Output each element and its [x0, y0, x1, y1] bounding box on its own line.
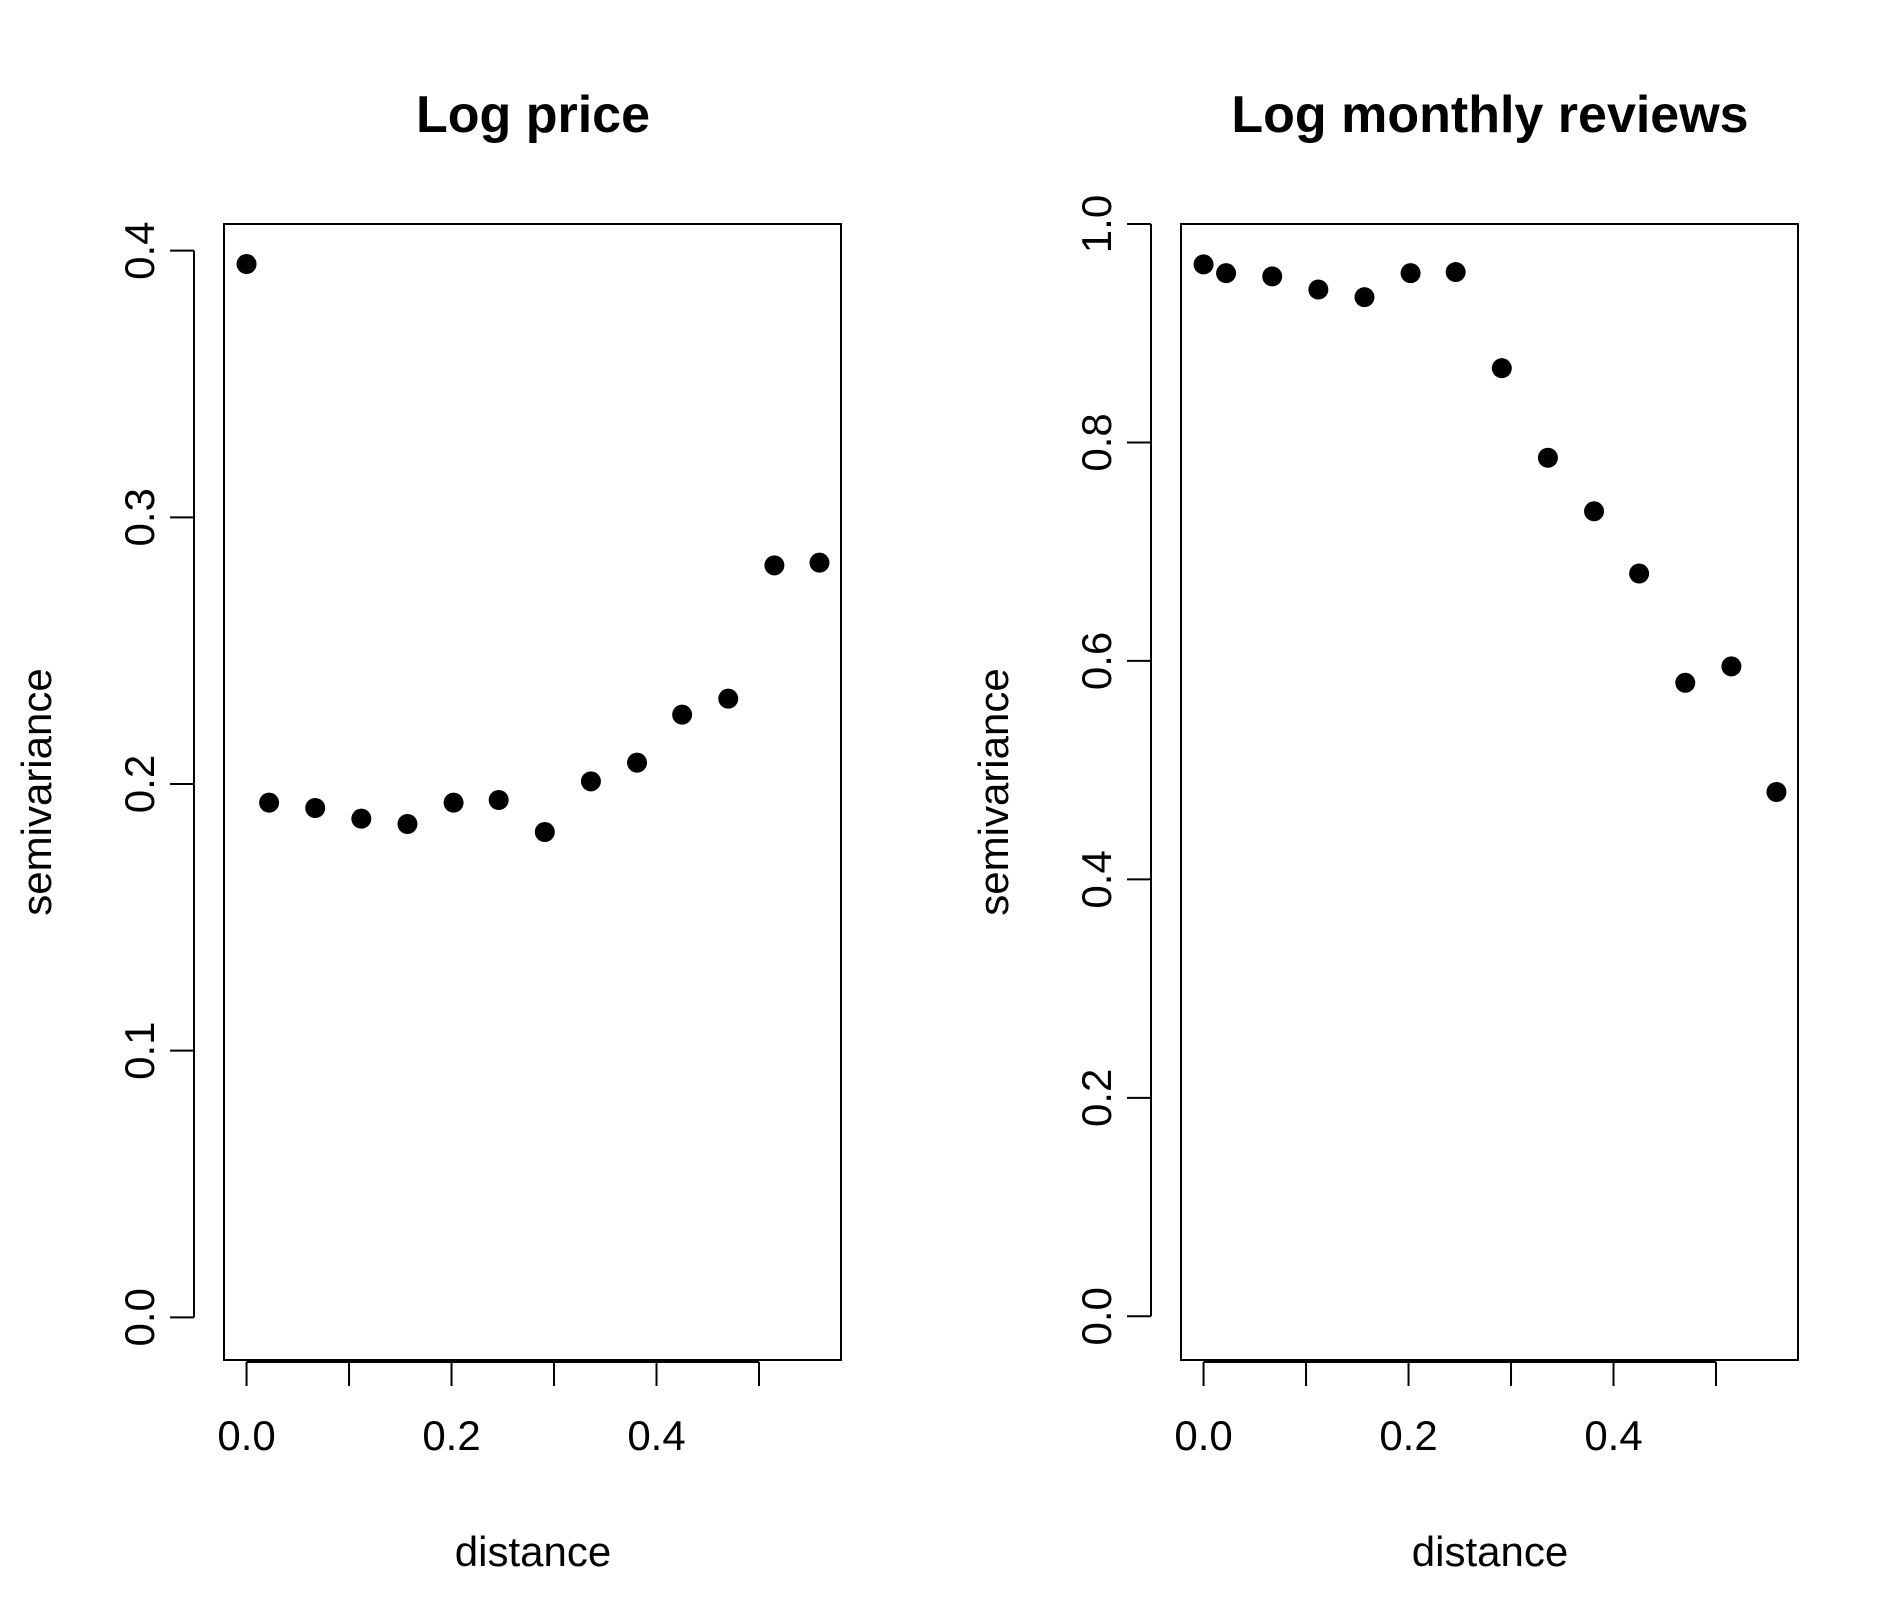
- point-log-price: [488, 790, 509, 810]
- x-tick-label-log-price: 0.2: [422, 1412, 480, 1459]
- points-log-price: [236, 254, 830, 842]
- point-log-monthly-reviews: [1400, 263, 1421, 284]
- point-log-monthly-reviews: [1629, 563, 1650, 584]
- y-tick-label-log-price: 0.3: [116, 488, 163, 546]
- point-log-price: [534, 822, 555, 842]
- point-log-price: [236, 254, 257, 274]
- point-log-price: [305, 798, 326, 818]
- y-tick-label-log-monthly-reviews: 0.4: [1073, 850, 1120, 908]
- plot-frame-log-price: [223, 223, 842, 1361]
- x-axis-label-log-monthly-reviews: distance: [1412, 1528, 1568, 1575]
- y-tick-label-log-monthly-reviews: 0.2: [1073, 1069, 1120, 1127]
- point-log-price: [627, 752, 648, 773]
- y-axis-log-price: 0.0 0.1 0.2 0.3 0.4: [116, 221, 195, 1347]
- point-log-price: [764, 555, 785, 576]
- point-log-price: [809, 552, 830, 573]
- point-log-price: [397, 814, 418, 834]
- point-log-monthly-reviews: [1721, 656, 1742, 677]
- x-tick-label-log-monthly-reviews: 0.2: [1379, 1412, 1437, 1459]
- y-tick-label-log-price: 0.1: [116, 1021, 163, 1079]
- x-tick-label-log-monthly-reviews: 0.0: [1174, 1412, 1232, 1459]
- point-log-monthly-reviews: [1766, 782, 1787, 802]
- x-tick-label-log-price: 0.4: [627, 1412, 685, 1459]
- x-axis-label-log-price: distance: [455, 1528, 611, 1575]
- y-tick-label-log-monthly-reviews: 1.0: [1073, 195, 1120, 253]
- point-log-monthly-reviews: [1675, 672, 1696, 693]
- panel-title-log-price: Log price: [416, 86, 650, 144]
- y-tick-label-log-monthly-reviews: 0.8: [1073, 413, 1120, 471]
- point-log-price: [718, 688, 739, 709]
- x-tick-label-log-monthly-reviews: 0.4: [1584, 1412, 1642, 1459]
- point-log-price: [580, 771, 601, 792]
- point-log-monthly-reviews: [1262, 266, 1283, 287]
- panel-log-price: Log price 0.0 0.1 0.2 0.3 0.4 0.0 0.2 0.4 dist…: [13, 86, 842, 1575]
- y-axis-label-log-price: semivariance: [13, 668, 60, 915]
- point-log-monthly-reviews: [1584, 501, 1605, 522]
- x-axis-log-monthly-reviews: 0.0 0.2 0.4: [1174, 1361, 1718, 1459]
- y-tick-label-log-price: 0.0: [116, 1288, 163, 1346]
- point-log-monthly-reviews: [1445, 262, 1466, 283]
- y-tick-label-log-monthly-reviews: 0.6: [1073, 632, 1120, 690]
- points-log-monthly-reviews: [1193, 254, 1787, 802]
- y-tick-label-log-monthly-reviews: 0.0: [1073, 1287, 1120, 1345]
- point-log-monthly-reviews: [1193, 254, 1214, 275]
- y-axis-log-monthly-reviews: 0.0 0.2 0.4 0.6 0.8 1.0: [1073, 195, 1152, 1346]
- point-log-monthly-reviews: [1491, 358, 1512, 379]
- x-tick-label-log-price: 0.0: [217, 1412, 275, 1459]
- point-log-monthly-reviews: [1308, 279, 1329, 300]
- point-log-price: [351, 808, 372, 829]
- y-tick-label-log-price: 0.2: [116, 755, 163, 813]
- point-log-price: [259, 792, 280, 813]
- point-log-monthly-reviews: [1216, 263, 1237, 284]
- point-log-price: [672, 704, 693, 725]
- point-log-monthly-reviews: [1354, 287, 1375, 308]
- point-log-price: [443, 792, 464, 813]
- y-axis-label-log-monthly-reviews: semivariance: [970, 668, 1017, 915]
- x-axis-log-price: 0.0 0.2 0.4: [217, 1361, 761, 1459]
- y-tick-label-log-price: 0.4: [116, 221, 163, 279]
- plot-frame-log-monthly-reviews: [1180, 223, 1799, 1361]
- panel-title-log-monthly-reviews: Log monthly reviews: [1231, 86, 1748, 144]
- point-log-monthly-reviews: [1537, 447, 1558, 468]
- panel-log-monthly-reviews: Log monthly reviews 0.0 0.2 0.4 0.6 0.8 1.0 0…: [970, 86, 1799, 1575]
